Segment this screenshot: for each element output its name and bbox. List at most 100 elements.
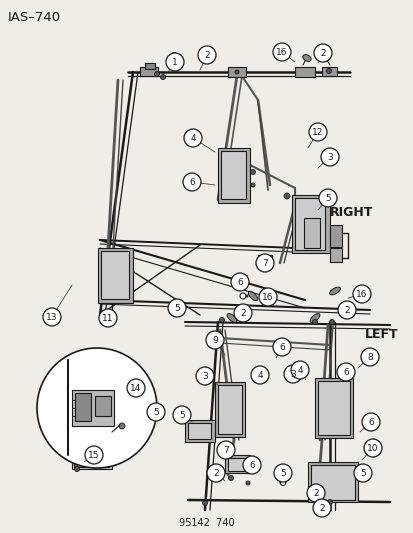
Bar [291, 195, 329, 253]
Bar [218, 148, 249, 203]
Circle shape [240, 293, 245, 299]
Circle shape [272, 338, 290, 356]
Bar [257, 255, 271, 265]
Text: 4: 4 [297, 366, 302, 375]
Circle shape [127, 379, 145, 397]
Bar [259, 257, 269, 264]
Text: 3: 3 [326, 153, 332, 162]
Bar [228, 458, 245, 471]
Circle shape [43, 308, 61, 326]
Bar [98, 248, 133, 303]
Bar [89, 457, 109, 467]
Circle shape [312, 499, 330, 517]
Circle shape [147, 403, 165, 421]
Text: 9: 9 [211, 336, 217, 345]
Circle shape [320, 148, 338, 166]
Circle shape [183, 173, 201, 191]
Circle shape [363, 439, 381, 457]
Circle shape [250, 183, 254, 187]
Circle shape [319, 503, 324, 507]
Circle shape [250, 366, 268, 384]
Text: 7: 7 [223, 446, 228, 455]
Bar [72, 390, 114, 426]
Circle shape [313, 44, 331, 62]
Circle shape [219, 318, 224, 322]
Ellipse shape [302, 54, 311, 61]
Ellipse shape [226, 313, 236, 322]
Bar [188, 423, 211, 439]
Text: 5: 5 [359, 469, 365, 478]
Text: 1: 1 [172, 58, 178, 67]
Bar [294, 67, 314, 77]
Bar [218, 385, 242, 434]
Text: 6: 6 [367, 418, 373, 427]
Text: 5: 5 [174, 304, 179, 313]
Text: 6: 6 [189, 178, 195, 187]
Text: 2: 2 [213, 469, 218, 478]
Circle shape [233, 304, 252, 322]
Bar [185, 420, 214, 442]
Circle shape [235, 70, 238, 74]
Text: 4: 4 [190, 134, 195, 143]
Circle shape [352, 285, 370, 303]
Text: 6: 6 [342, 368, 348, 377]
Bar [321, 67, 336, 76]
Bar [101, 251, 129, 299]
Bar [95, 396, 111, 416]
Text: 13: 13 [46, 313, 57, 322]
Bar [303, 218, 319, 248]
Circle shape [336, 363, 354, 381]
Bar [72, 455, 112, 469]
Circle shape [173, 406, 190, 424]
Circle shape [85, 446, 103, 464]
Text: 14: 14 [130, 384, 141, 393]
Circle shape [290, 361, 308, 379]
Circle shape [318, 189, 336, 207]
Circle shape [166, 53, 183, 71]
Text: 3: 3 [202, 372, 207, 381]
Bar [307, 462, 357, 502]
Ellipse shape [248, 292, 257, 301]
Circle shape [245, 295, 248, 297]
Circle shape [312, 319, 317, 325]
Text: 12: 12 [311, 128, 323, 137]
Text: 2: 2 [240, 309, 245, 318]
Circle shape [242, 456, 260, 474]
Text: 95142  740: 95142 740 [179, 518, 234, 528]
Text: 11: 11 [102, 314, 114, 323]
Circle shape [168, 299, 185, 317]
Circle shape [337, 301, 355, 319]
Text: 5: 5 [153, 408, 159, 417]
Text: 2: 2 [319, 49, 325, 58]
Bar [224, 455, 249, 473]
Text: RIGHT: RIGHT [329, 206, 373, 220]
Circle shape [183, 129, 202, 147]
Text: 7: 7 [261, 259, 267, 268]
Circle shape [308, 123, 326, 141]
Circle shape [326, 69, 331, 74]
Circle shape [202, 500, 207, 505]
Bar [228, 67, 245, 77]
Circle shape [273, 464, 291, 482]
Text: 10: 10 [366, 444, 378, 453]
Circle shape [250, 169, 255, 174]
Circle shape [106, 460, 110, 464]
Ellipse shape [309, 313, 319, 322]
Text: 4: 4 [256, 371, 262, 380]
Text: 2: 2 [204, 51, 209, 60]
Circle shape [280, 481, 285, 486]
Bar [221, 151, 245, 199]
Bar [75, 393, 91, 421]
Circle shape [327, 499, 332, 505]
Text: 16: 16 [261, 293, 273, 302]
Circle shape [74, 466, 79, 472]
Circle shape [255, 254, 273, 272]
Text: 16: 16 [356, 290, 367, 299]
Bar [140, 67, 158, 76]
Circle shape [119, 423, 125, 429]
Bar [310, 465, 354, 500]
Circle shape [306, 484, 324, 502]
Bar [145, 63, 154, 69]
Text: 6: 6 [278, 343, 284, 352]
Text: 2: 2 [312, 489, 318, 498]
